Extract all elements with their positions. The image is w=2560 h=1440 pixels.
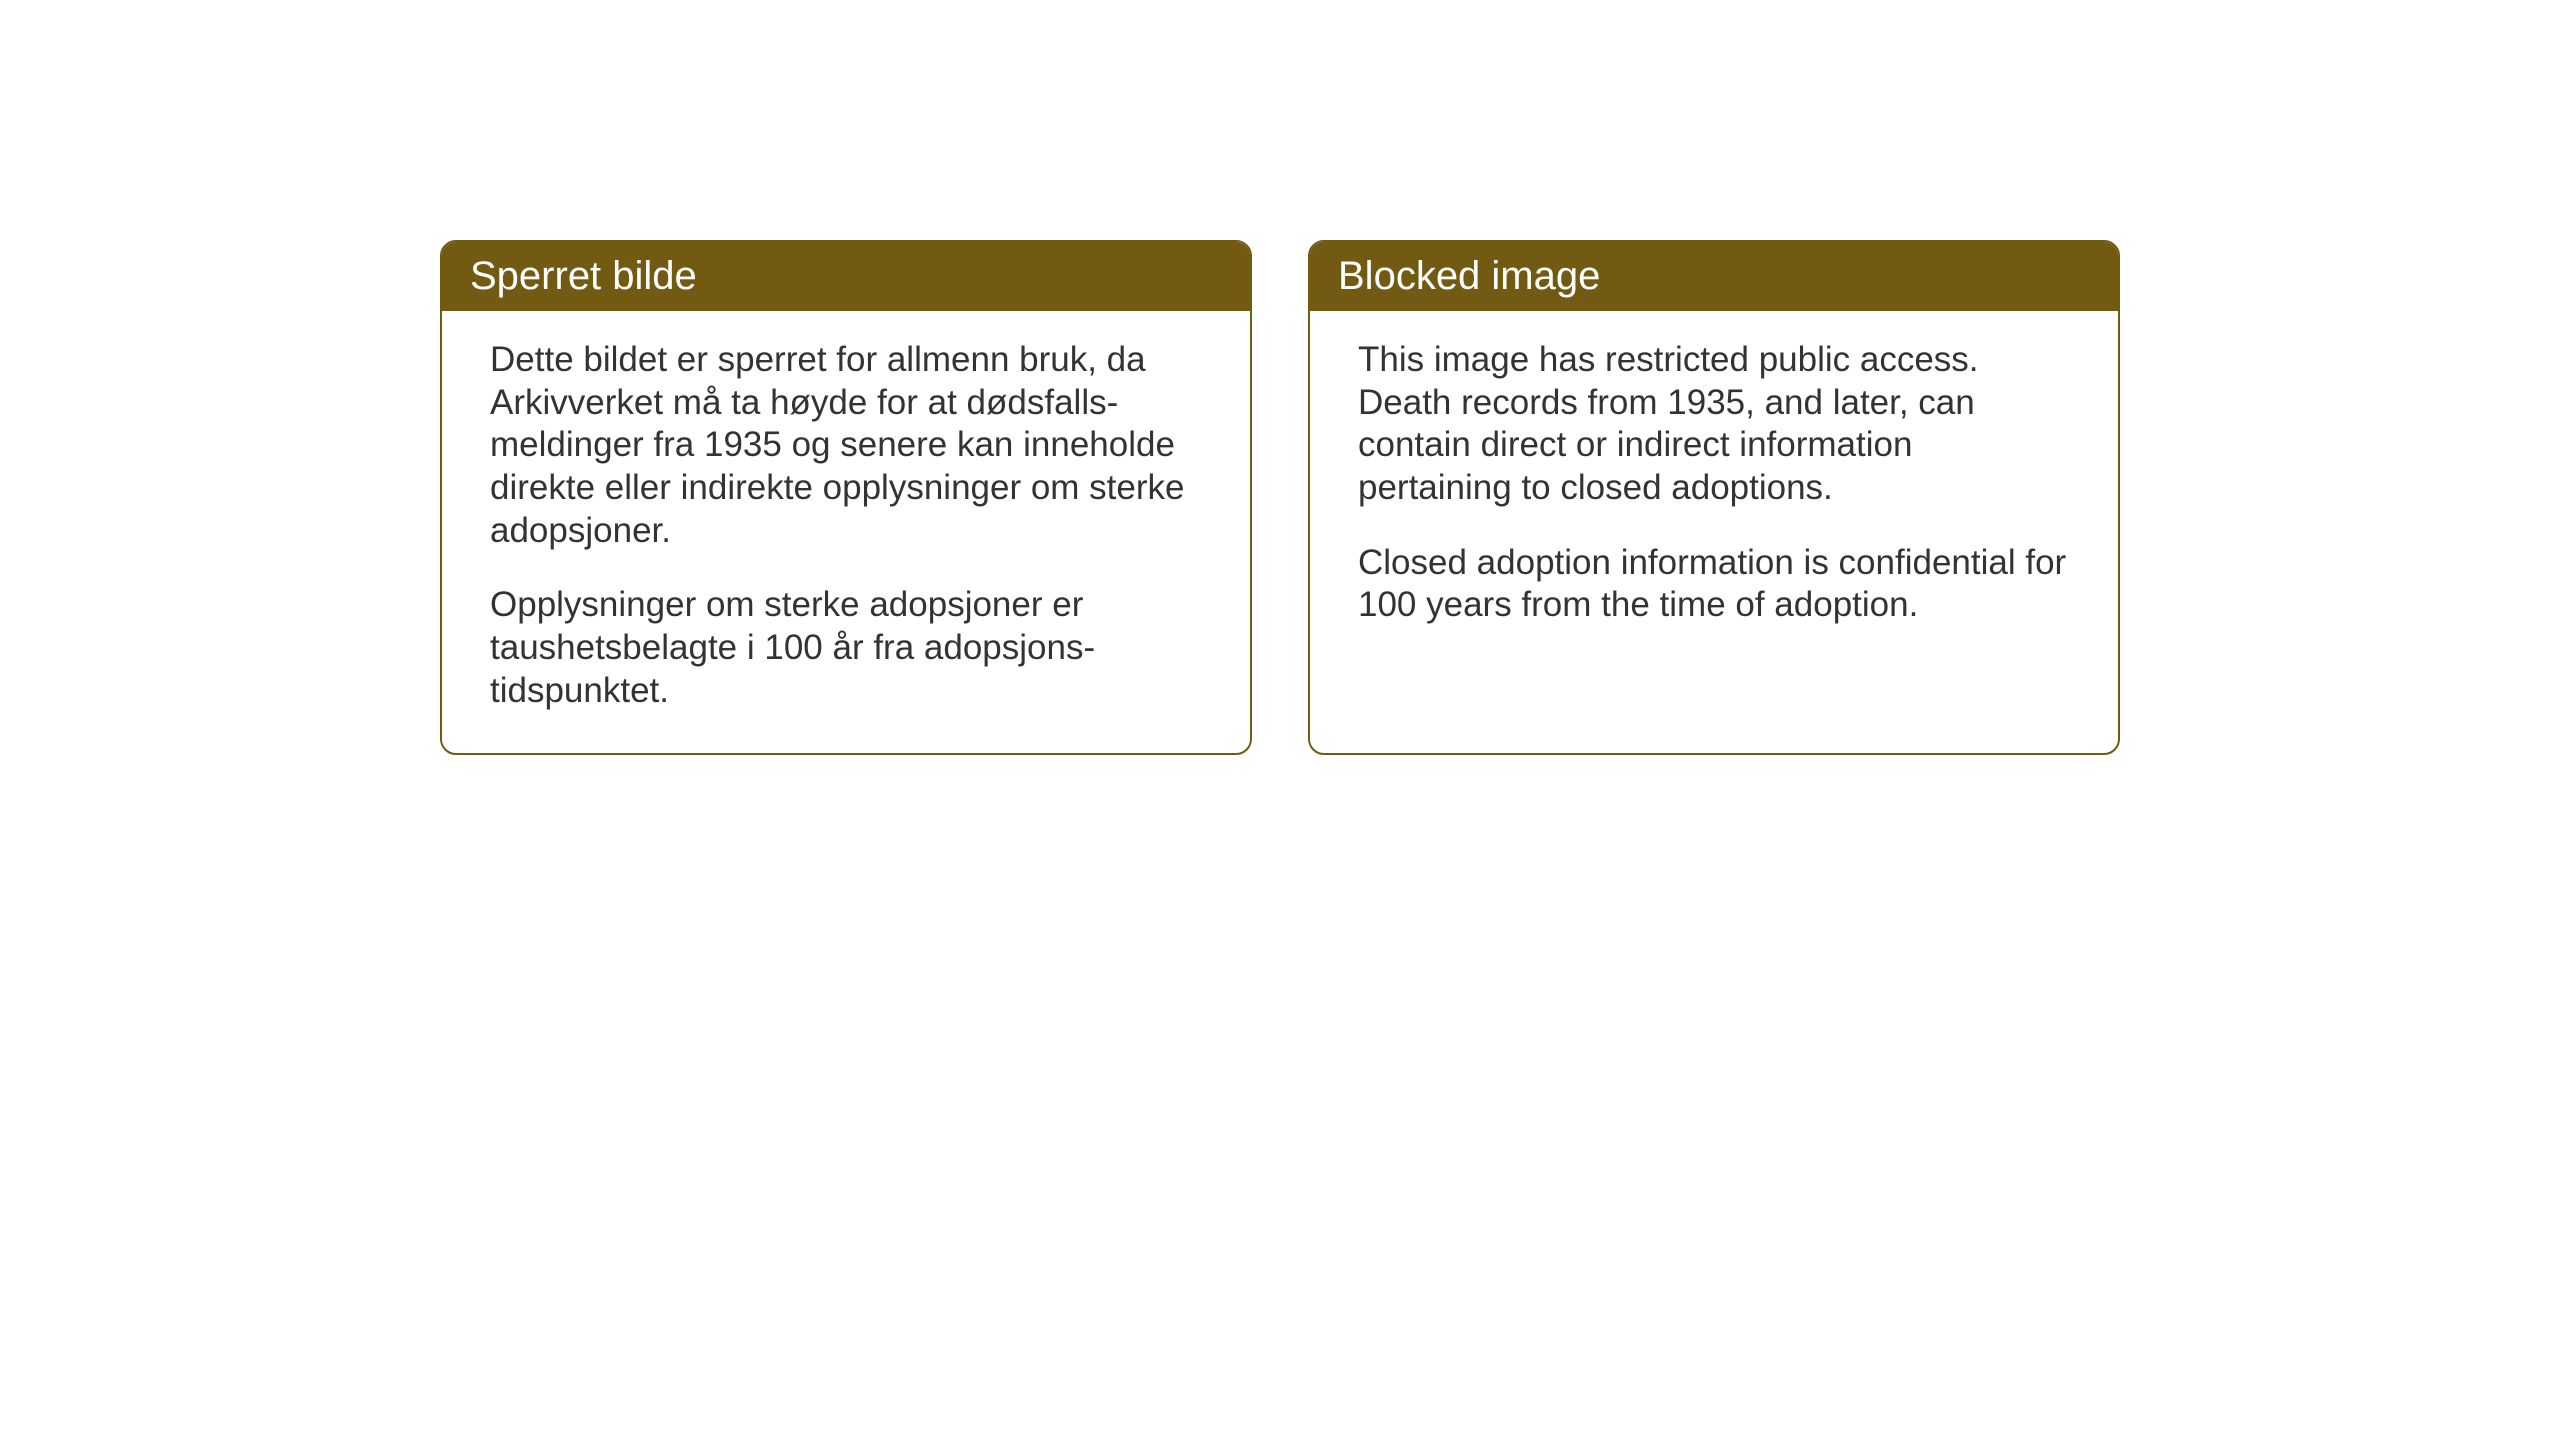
english-paragraph-1: This image has restricted public access.… — [1358, 339, 2070, 510]
english-card-body: This image has restricted public access.… — [1310, 311, 2118, 751]
english-notice-card: Blocked image This image has restricted … — [1308, 240, 2120, 755]
english-paragraph-2: Closed adoption information is confident… — [1358, 542, 2070, 627]
english-card-title: Blocked image — [1310, 242, 2118, 311]
norwegian-paragraph-1: Dette bildet er sperret for allmenn bruk… — [490, 339, 1202, 552]
norwegian-card-title: Sperret bilde — [442, 242, 1250, 311]
norwegian-paragraph-2: Opplysninger om sterke adopsjoner er tau… — [490, 584, 1202, 712]
norwegian-notice-card: Sperret bilde Dette bildet er sperret fo… — [440, 240, 1252, 755]
notice-container: Sperret bilde Dette bildet er sperret fo… — [440, 240, 2120, 755]
norwegian-card-body: Dette bildet er sperret for allmenn bruk… — [442, 311, 1250, 753]
